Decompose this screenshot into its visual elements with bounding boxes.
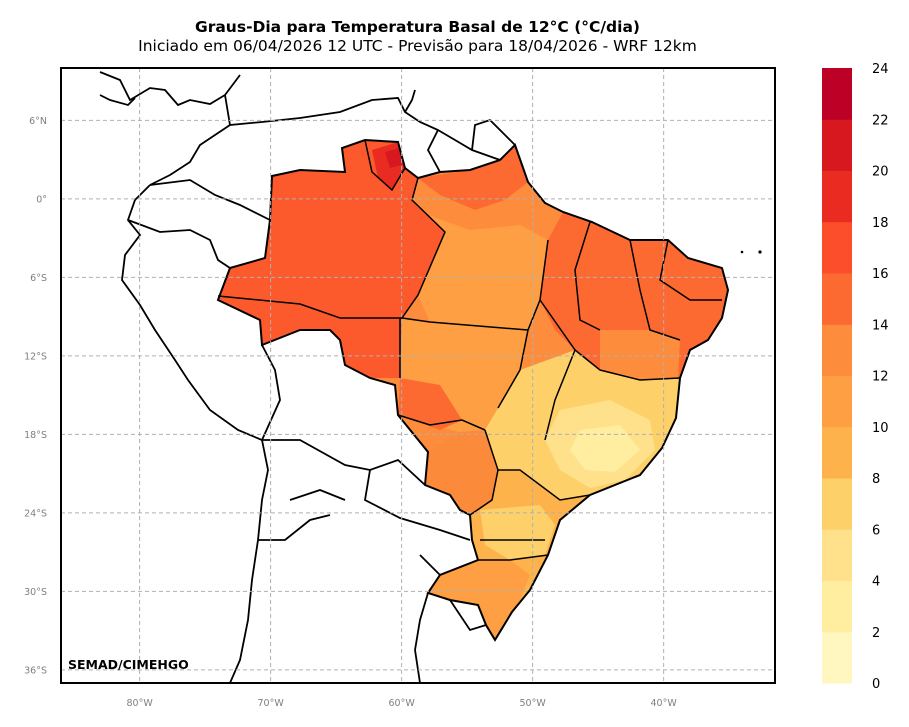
- lat-tick-label: 12°S: [24, 351, 47, 362]
- map-title: Graus-Dia para Temperatura Basal de 12°C…: [194, 18, 641, 36]
- gridlines: [61, 68, 775, 683]
- colorbar-bin: [822, 119, 852, 171]
- colorbar-tick-label: 22: [872, 113, 889, 128]
- colorbar-bin: [822, 170, 852, 223]
- sul-light: [480, 505, 555, 560]
- colorbar-tick-label: 18: [872, 216, 889, 231]
- lon-tick-label: 50°W: [520, 698, 547, 709]
- colorbar-bin: [822, 529, 852, 581]
- longitude-ticks: 80°W 70°W 60°W 50°W 40°W: [126, 698, 677, 709]
- colorbar-tick-label: 6: [872, 523, 880, 538]
- nordeste-region: [540, 212, 728, 380]
- colorbar-bin: [822, 631, 852, 684]
- colorbar-tick-label: 20: [872, 165, 889, 180]
- colorbar-bin: [822, 426, 852, 479]
- island-dot: [740, 250, 744, 254]
- colorbar-tick-label: 12: [872, 370, 889, 385]
- lon-tick-label: 70°W: [257, 698, 284, 709]
- island-dot: [758, 250, 762, 254]
- colorbar-bin: [822, 478, 852, 530]
- credit-label: SEMAD/CIMEHGO: [68, 657, 189, 672]
- lon-tick-label: 40°W: [651, 698, 678, 709]
- lat-tick-label: 36°S: [24, 665, 47, 676]
- colorbar-bin: [822, 375, 852, 428]
- map-subtitle: Iniciado em 06/04/2026 12 UTC - Previsão…: [138, 37, 697, 55]
- colorbar-tick-label: 0: [872, 677, 880, 692]
- map-frame: [60, 67, 776, 684]
- lon-tick-label: 80°W: [126, 698, 153, 709]
- colorbar-tick-label: 4: [872, 575, 880, 590]
- colorbar-tick-label: 2: [872, 626, 880, 641]
- colorbar-tick-label: 14: [872, 318, 889, 333]
- lat-tick-label: 6°S: [30, 273, 47, 284]
- colorbar-tick-label: 24: [872, 62, 889, 77]
- rondonia-region: [330, 318, 402, 378]
- lat-tick-label: 24°S: [24, 508, 47, 519]
- country-borders: [99, 71, 516, 683]
- colorbar-tick-label: 10: [872, 421, 889, 436]
- colorbar-tick-label: 16: [872, 267, 889, 282]
- brazil-border: [216, 138, 730, 642]
- lat-tick-label: 30°S: [24, 587, 47, 598]
- lat-tick-label: 0°: [36, 194, 47, 205]
- amapa-region: [418, 145, 528, 210]
- lat-tick-label: 18°S: [24, 430, 47, 441]
- colorbar-bin: [822, 324, 852, 376]
- colorbar-bin: [822, 68, 852, 120]
- para-region: [418, 215, 548, 330]
- roraima-peak: [385, 148, 402, 168]
- map-panel: [61, 68, 775, 683]
- mt-hotspot: [398, 378, 462, 430]
- ms-region: [425, 430, 498, 515]
- colorbar-bin: [822, 221, 852, 274]
- colorbar-bin: [822, 273, 852, 325]
- lon-tick-label: 60°W: [389, 698, 416, 709]
- colorbar-bin: [822, 580, 852, 633]
- lat-tick-label: 6°N: [29, 116, 47, 127]
- title-block: Graus-Dia para Temperatura Basal de 12°C…: [60, 18, 775, 56]
- mg-lighter: [570, 425, 640, 472]
- rs-region: [428, 560, 530, 640]
- amazonas-region: [218, 140, 445, 345]
- colorbar-tick-label: 8: [872, 472, 880, 487]
- latitude-ticks: 6°N 0° 6°S 12°S 18°S 24°S 30°S 36°S: [24, 116, 47, 677]
